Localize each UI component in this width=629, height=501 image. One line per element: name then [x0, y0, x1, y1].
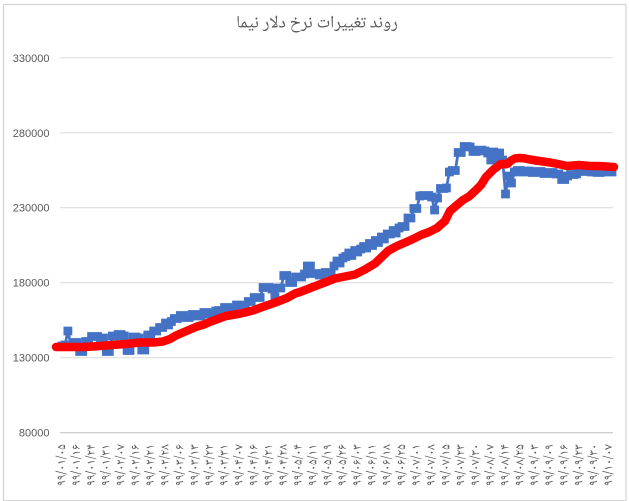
svg-text:130000: 130000: [13, 353, 50, 365]
svg-text:230000: 230000: [13, 203, 50, 215]
svg-text:330000: 330000: [13, 53, 50, 65]
svg-text:180000: 180000: [13, 278, 50, 290]
svg-text:80000: 80000: [19, 428, 50, 440]
svg-text:280000: 280000: [13, 128, 50, 140]
